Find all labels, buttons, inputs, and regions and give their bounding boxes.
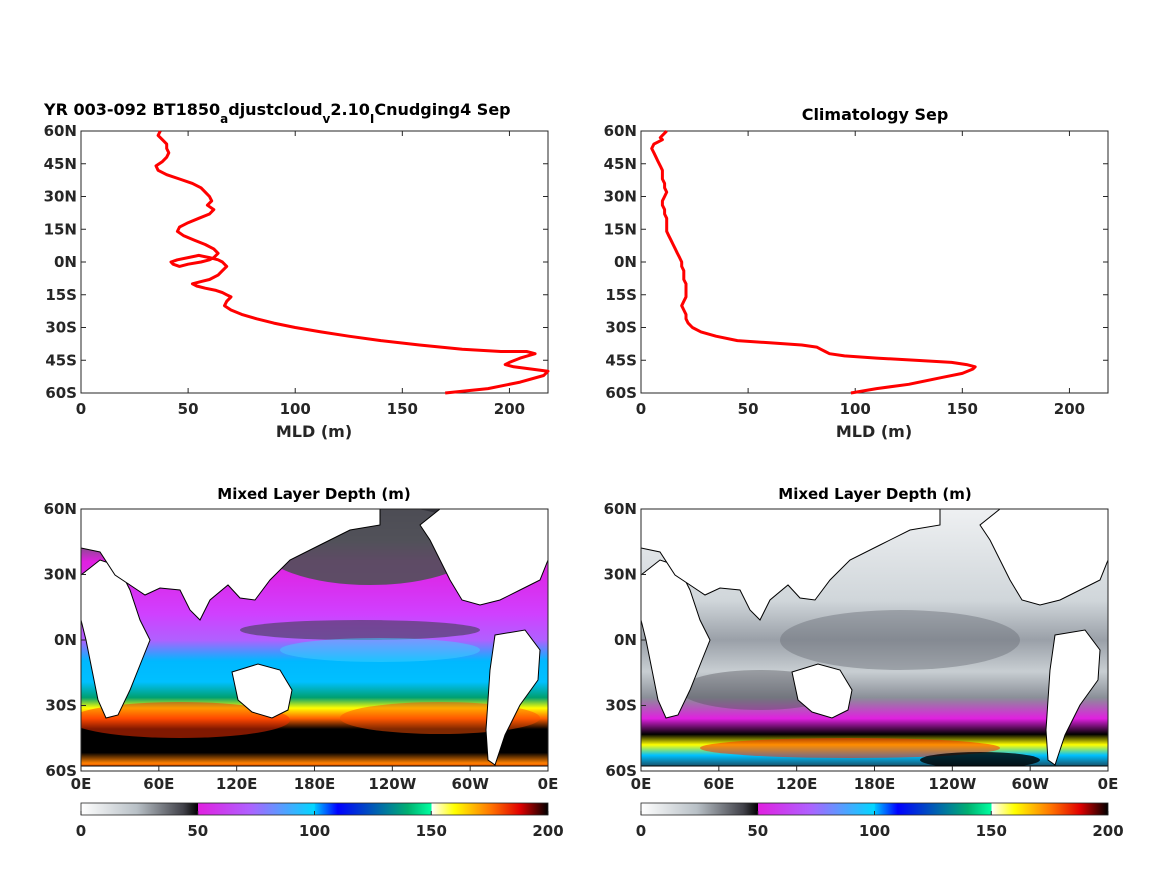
- y-tick-label: 15N: [44, 220, 77, 238]
- map-x-tick-label: 0E: [538, 775, 559, 793]
- y-tick-label: 30S: [45, 319, 77, 337]
- map-y-tick-label: 30S: [45, 697, 77, 715]
- colorbar-tick-label: 150: [976, 822, 1007, 840]
- map-clim-eurasia: [641, 509, 941, 621]
- map-y-tick-label: 60S: [45, 762, 77, 780]
- map-clim-australia: [791, 663, 853, 719]
- colorbar-tick-label: 50: [747, 822, 768, 840]
- y-tick-label: 0N: [614, 253, 637, 271]
- panel-map-climatology: Mixed Layer Depth (m) 0E 60E 120E 180E 120W 6…: [604, 485, 1124, 840]
- panel-profile-model: YR 003-092 BT1850adjustcloudv2.10ICnudgi…: [43, 100, 550, 441]
- x-tick-label: 150: [387, 400, 418, 418]
- map-x-tick-label: 60W: [1011, 775, 1049, 793]
- panel2-series-line: [650, 129, 977, 395]
- panel3-title: Mixed Layer Depth (m): [217, 485, 410, 503]
- map-x-tick-label: 180E: [854, 775, 896, 793]
- y-tick-label: 15S: [605, 286, 637, 304]
- x-tick-label: 100: [840, 400, 871, 418]
- panel1-axes: [80, 130, 549, 394]
- colorbar-tick-label: 100: [859, 822, 890, 840]
- colorbar-tick-label: 200: [1092, 822, 1123, 840]
- colorbar-tick-label: 50: [187, 822, 208, 840]
- panel2-title: Climatology Sep: [802, 105, 949, 124]
- x-tick-label: 50: [738, 400, 759, 418]
- map-y-tick-label: 30N: [44, 566, 77, 584]
- map-clim-blob1: [780, 610, 1020, 670]
- y-tick-label: 45N: [604, 155, 637, 173]
- y-tick-label: 0N: [54, 253, 77, 271]
- map-x-tick-label: 0E: [71, 775, 92, 793]
- x-tick-label: 0: [636, 400, 646, 418]
- map-x-tick-label: 60W: [451, 775, 489, 793]
- map-y-tick-label: 30S: [605, 697, 637, 715]
- map-y-tick-label: 0N: [54, 631, 77, 649]
- panel4-title: Mixed Layer Depth (m): [778, 485, 971, 503]
- map-x-tick-label: 120W: [368, 775, 416, 793]
- colorbar-tick-label: 200: [532, 822, 563, 840]
- map-x-tick-label: 0E: [1098, 775, 1119, 793]
- panel2-axes: [640, 130, 1109, 394]
- map-y-tick-label: 60S: [605, 762, 637, 780]
- y-tick-label: 30N: [604, 188, 637, 206]
- map-x-tick-label: 180E: [294, 775, 336, 793]
- colorbar-tick-label: 100: [299, 822, 330, 840]
- map-x-tick-label: 60E: [703, 775, 734, 793]
- colorbar-tick-label: 0: [636, 822, 646, 840]
- map-x-tick-label: 120E: [216, 775, 258, 793]
- map-y-tick-label: 60N: [44, 500, 77, 518]
- y-tick-label: 45S: [45, 351, 77, 369]
- map-y-tick-label: 60N: [604, 500, 637, 518]
- map-y-tick-label: 0N: [614, 631, 637, 649]
- map-model-eq-cyan: [280, 638, 480, 662]
- colorbar-tick-label: 150: [416, 822, 447, 840]
- map-clim-so-black: [920, 752, 1040, 768]
- panel-map-model: Mixed Layer Depth (m): [44, 485, 564, 840]
- y-tick-label: 30N: [44, 188, 77, 206]
- y-tick-label: 60S: [45, 384, 77, 402]
- map-model-so-red: [81, 702, 290, 738]
- y-tick-label: 60N: [44, 122, 77, 140]
- map-clim-so-red: [700, 738, 1000, 758]
- panel1-series-line: [154, 130, 550, 395]
- map-x-tick-label: 60E: [143, 775, 174, 793]
- y-tick-label: 45S: [605, 351, 637, 369]
- x-tick-label: 50: [178, 400, 199, 418]
- panel-profile-climatology: Climatology Sep 0 50 100 150 200 60N 45N 30N 15N…: [604, 105, 1109, 441]
- x-tick-label: 100: [280, 400, 311, 418]
- map-model-namerica: [419, 509, 548, 606]
- colorbar-tick-label: 0: [76, 822, 86, 840]
- map-model-samerica: [485, 629, 541, 766]
- y-tick-label: 60S: [605, 384, 637, 402]
- map-x-tick-label: 0E: [631, 775, 652, 793]
- map-x-tick-label: 120E: [776, 775, 818, 793]
- y-tick-label: 15N: [604, 220, 637, 238]
- map-model-eurasia: [81, 509, 381, 621]
- x-tick-label: 150: [947, 400, 978, 418]
- y-tick-label: 30S: [605, 319, 637, 337]
- x-tick-label: 200: [494, 400, 525, 418]
- map-model-eq-band: [240, 620, 480, 640]
- y-tick-label: 60N: [604, 122, 637, 140]
- map-x-tick-label: 120W: [928, 775, 976, 793]
- map-model-australia: [231, 663, 293, 719]
- y-tick-label: 45N: [44, 155, 77, 173]
- map-clim-samerica: [1045, 629, 1101, 766]
- map-clim-namerica: [979, 509, 1108, 606]
- x-tick-label: 200: [1054, 400, 1085, 418]
- map-y-tick-label: 30N: [604, 566, 637, 584]
- panel2-xlabel: MLD (m): [836, 422, 912, 441]
- panel1-xlabel: MLD (m): [276, 422, 352, 441]
- panel1-title: YR 003-092 BT1850adjustcloudv2.10ICnudgi…: [43, 100, 511, 126]
- x-tick-label: 0: [76, 400, 86, 418]
- map-clim-land: [641, 509, 1108, 771]
- y-tick-label: 15S: [45, 286, 77, 304]
